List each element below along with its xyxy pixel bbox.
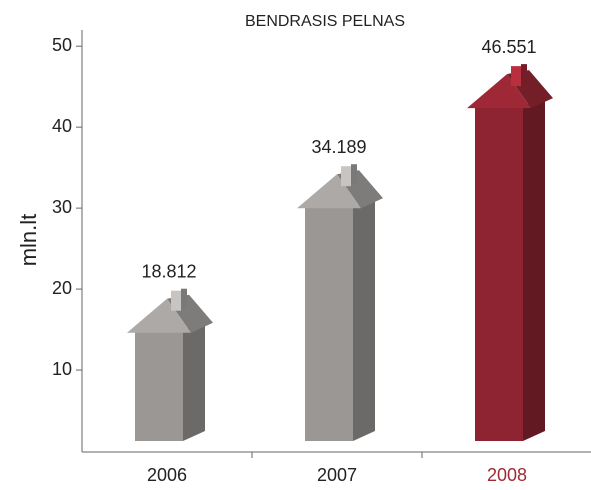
y-tick-label: 30	[52, 197, 72, 217]
house-front	[475, 106, 523, 442]
y-tick-label: 40	[52, 116, 72, 136]
house-bar	[127, 288, 213, 441]
y-tick-label: 10	[52, 359, 72, 379]
house-chimney-side	[521, 64, 527, 85]
house-front	[305, 206, 353, 441]
house-chimney	[341, 166, 351, 187]
value-label: 34.189	[311, 137, 366, 157]
house-roof	[127, 298, 191, 333]
y-tick-label: 20	[52, 278, 72, 298]
house-chimney	[171, 290, 181, 311]
house-roof	[467, 74, 531, 109]
value-label: 18.812	[141, 261, 196, 281]
house-side	[523, 96, 545, 442]
value-label: 46.551	[481, 37, 536, 57]
house-chimney-side	[351, 164, 357, 185]
chart-title: BENDRASIS PELNAS	[245, 13, 405, 30]
x-tick-label: 2006	[147, 465, 187, 485]
x-tick-label: 2008	[487, 465, 527, 485]
y-axis-label: mln.lt	[16, 214, 41, 267]
x-tick-label: 2007	[317, 465, 357, 485]
house-roof	[297, 174, 361, 209]
house-side	[183, 320, 205, 441]
house-front	[135, 330, 183, 441]
y-tick-label: 50	[52, 35, 72, 55]
house-chimney-side	[181, 288, 187, 309]
house-side	[353, 196, 375, 441]
house-chimney	[511, 66, 521, 87]
house-bar	[297, 164, 383, 441]
house-bar	[467, 64, 553, 442]
